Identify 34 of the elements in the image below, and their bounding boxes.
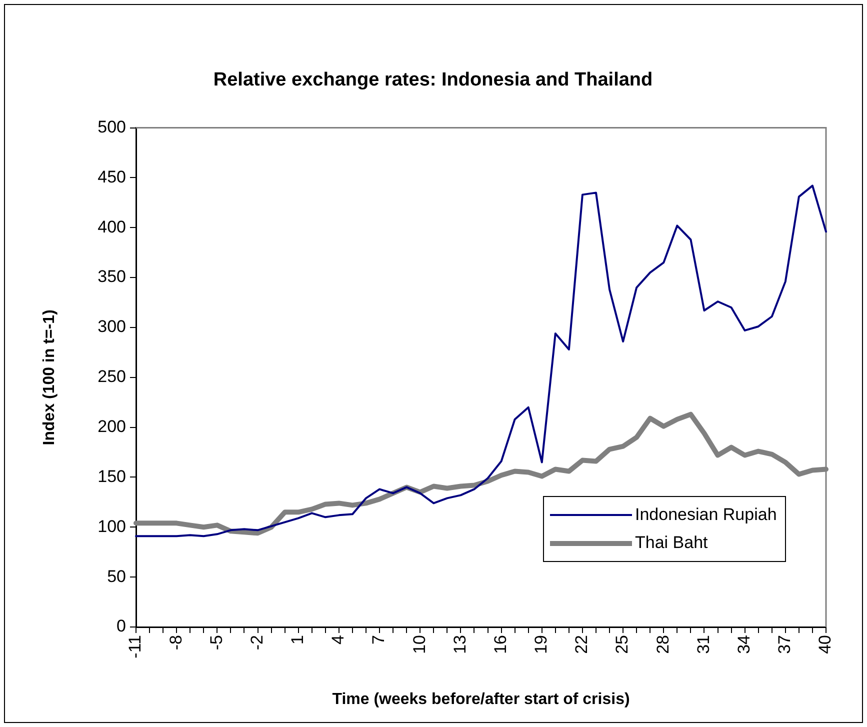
x-tick-label: 34	[734, 635, 754, 654]
y-tick-label: 500	[98, 117, 126, 136]
x-tick-label: 31	[694, 635, 713, 654]
y-tick-label: 200	[98, 417, 126, 436]
y-tick-label: 250	[98, 367, 126, 386]
y-tick-label: 450	[98, 167, 126, 186]
x-tick-label: -11	[126, 635, 145, 658]
x-axis-title: Time (weeks before/after start of crisis)	[332, 690, 630, 708]
x-tick-label: 37	[775, 635, 794, 654]
legend-label: Indonesian Rupiah	[635, 505, 777, 525]
chart-title: Relative exchange rates: Indonesia and Thailand	[213, 70, 653, 91]
x-tick-label: -2	[247, 635, 266, 650]
x-tick-label: 13	[450, 635, 470, 654]
x-tick-label: -8	[166, 635, 186, 650]
y-tick-label: 400	[98, 217, 126, 236]
y-tick-label: 150	[98, 466, 126, 486]
x-tick-label: -5	[206, 635, 226, 650]
x-tick-label: 40	[816, 635, 835, 654]
y-tick-label: 0	[116, 616, 126, 636]
y-tick-label: 300	[98, 317, 126, 336]
y-tick-label: 100	[98, 516, 126, 536]
x-tick-label: 28	[653, 635, 672, 654]
x-tick-label: 7	[369, 635, 388, 644]
x-tick-label: 10	[410, 635, 429, 654]
x-tick-label: 4	[328, 635, 348, 644]
x-tick-label: 22	[572, 635, 592, 654]
legend-label: Thai Baht	[635, 533, 708, 553]
x-tick-label: 1	[288, 635, 308, 644]
x-tick-label: 19	[532, 635, 551, 654]
x-tick-label: 25	[612, 635, 632, 654]
x-tick-label: 16	[490, 635, 510, 654]
y-axis-title: Index (100 in t=-1)	[41, 310, 58, 446]
y-tick-label: 350	[98, 267, 126, 286]
y-tick-label: 50	[107, 566, 126, 586]
